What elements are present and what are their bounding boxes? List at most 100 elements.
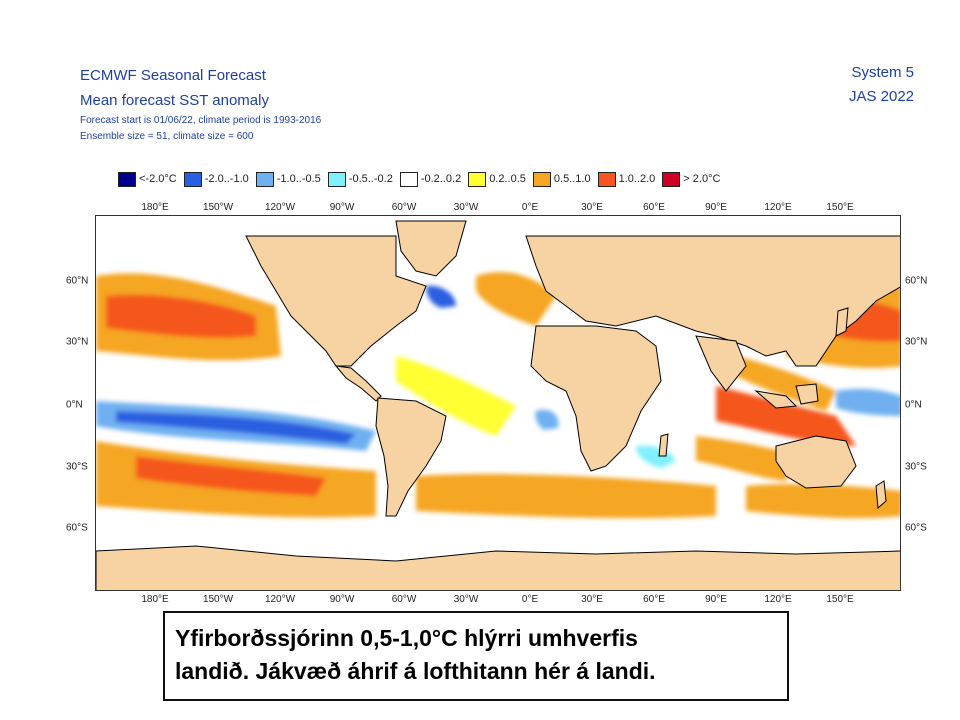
longitude-label: 120°E (764, 594, 792, 605)
legend-item: <-2.0°C (118, 171, 177, 187)
land-madagascar (658, 433, 669, 457)
land-north-america (245, 235, 427, 367)
land-new-zealand (875, 480, 887, 510)
longitude-label: 90°W (329, 594, 355, 605)
caption-line-2: landið. Jákvæð áhrif á lofthitann hér á … (175, 658, 656, 684)
anomaly-patch (696, 436, 796, 481)
land-eurasia (525, 235, 900, 367)
legend-item: 0.2..0.5 (468, 171, 526, 187)
land-india (695, 335, 747, 392)
longitude-label: 60°W (391, 202, 417, 213)
legend-swatch (662, 171, 681, 187)
latitude-label: 30°N (66, 336, 89, 348)
longitude-label: 150°E (826, 594, 854, 605)
land-africa (530, 325, 662, 472)
land-indonesia (754, 390, 798, 409)
anomaly-patch (716, 386, 856, 446)
ensemble-size-info: Ensemble size = 51, climate size = 600 (80, 131, 254, 142)
legend-item: -0.5..-0.2 (327, 171, 393, 187)
land-antarctica (96, 545, 900, 590)
latitude-label: 60°N (66, 275, 89, 287)
legend-item: 0.5..1.0 (532, 171, 591, 187)
legend-swatch (118, 171, 136, 187)
land-greenland (395, 220, 467, 277)
legend-label: 0.2..0.5 (489, 173, 526, 185)
legend-item: -1.0..-0.5 (255, 171, 321, 187)
subtitle: Mean forecast SST anomaly (80, 92, 269, 109)
legend-item: -2.0..-1.0 (183, 171, 249, 187)
legend-item: 1.0..2.0 (597, 171, 656, 187)
anomaly-patch (426, 285, 456, 308)
land-south-america (375, 397, 447, 517)
longitude-label: 60°W (391, 594, 417, 605)
forecast-start-info: Forecast start is 01/06/22, climate peri… (80, 115, 322, 126)
longitude-label: 60°E (643, 202, 665, 213)
legend-swatch (399, 171, 418, 187)
system-label: System 5 (851, 64, 914, 81)
longitude-label: 120°W (264, 202, 296, 213)
longitude-label: 90°W (329, 202, 355, 213)
latitude-label: 30°S (66, 461, 88, 473)
title: ECMWF Seasonal Forecast (80, 67, 266, 84)
legend-label: -2.0..-1.0 (204, 173, 249, 185)
legend-label: -1.0..-0.5 (276, 173, 321, 185)
color-legend: <-2.0°C -2.0..-1.0 -1.0..-0.5 -0.5..-0.2 -0.… (118, 170, 727, 188)
anomaly-patch (116, 411, 356, 444)
anomaly-patch (396, 356, 516, 436)
longitude-label: 120°E (764, 202, 792, 213)
longitude-label: 60°E (643, 594, 665, 605)
latitude-label: 30°N (905, 336, 928, 348)
map-canvas (96, 220, 900, 590)
legend-label: 0.5..1.0 (553, 173, 591, 185)
legend-label: <-2.0°C (139, 173, 177, 185)
caption-box: Yfirborðssjórinn 0,5-1,0°C hlýrri umhver… (163, 611, 789, 701)
longitude-label: 150°W (202, 202, 234, 213)
latitude-label: 0°N (66, 399, 83, 411)
longitude-label: 180°E (141, 202, 169, 213)
land-masses (96, 220, 900, 590)
anomaly-patch (535, 409, 559, 430)
legend-swatch (255, 171, 274, 187)
legend-swatch (468, 171, 487, 187)
longitude-label: 150°E (826, 202, 854, 213)
longitude-label: 30°W (453, 202, 479, 213)
longitude-label: 30°E (581, 202, 603, 213)
anomaly-patch (416, 474, 716, 519)
latitude-label: 60°S (66, 522, 88, 534)
longitude-label: 120°W (264, 594, 296, 605)
land-australia (775, 435, 857, 489)
legend-swatch (183, 171, 202, 187)
latitude-label: 60°S (905, 522, 927, 534)
legend-swatch (532, 171, 551, 187)
legend-item: > 2.0°C (662, 171, 721, 187)
longitude-label: 90°E (705, 202, 727, 213)
longitude-label: 0°E (521, 594, 539, 605)
anomaly-patch (136, 456, 326, 496)
caption-line-1: Yfirborðssjórinn 0,5-1,0°C hlýrri umhver… (175, 625, 638, 651)
longitude-label: 180°E (141, 594, 169, 605)
anomaly-patch (836, 388, 900, 416)
latitude-label: 30°S (905, 461, 927, 473)
latitude-label: 60°N (905, 275, 928, 287)
anomaly-patch (106, 294, 256, 338)
legend-label: -0.5..-0.2 (348, 173, 393, 185)
longitude-label: 90°E (705, 594, 727, 605)
land-borneo (795, 383, 819, 405)
season-label: JAS 2022 (848, 88, 914, 105)
anomaly-patch (746, 483, 900, 519)
anomaly-patch (636, 445, 676, 468)
legend-swatch (327, 171, 346, 187)
legend-label: 1.0..2.0 (618, 173, 656, 185)
longitude-label: 150°W (202, 594, 234, 605)
longitude-label: 0°E (521, 202, 539, 213)
legend-item: -0.2..0.2 (399, 171, 461, 187)
anomaly-patch (476, 272, 556, 326)
longitude-label: 30°E (581, 594, 603, 605)
longitude-label: 30°W (453, 594, 479, 605)
land-japan (835, 307, 849, 337)
legend-swatch (597, 171, 616, 187)
land-central-america (334, 365, 382, 402)
latitude-label: 0°N (905, 399, 922, 411)
sst-anomaly-map (95, 215, 901, 591)
legend-label: > 2.0°C (683, 173, 721, 185)
